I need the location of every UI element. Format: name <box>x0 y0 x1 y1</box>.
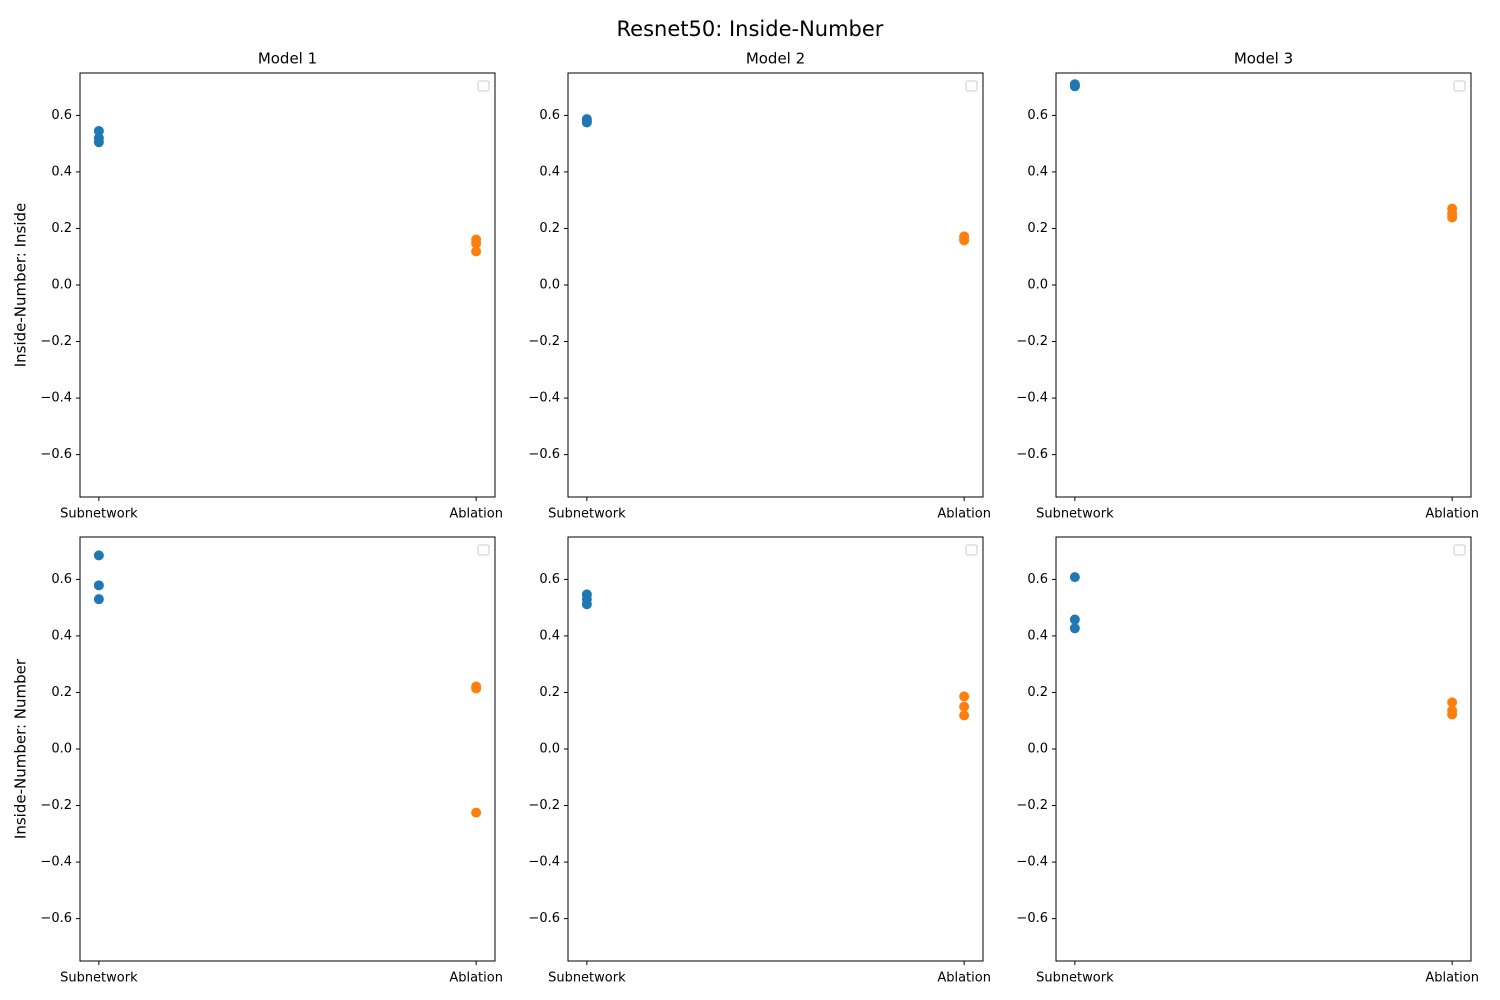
point <box>93 580 104 591</box>
x-tick-label: Ablation <box>449 507 503 522</box>
x-tick-label: Ablation <box>1425 507 1479 522</box>
legend <box>477 80 490 92</box>
y-tick-label: 0.2 <box>51 221 72 236</box>
y-tick-label: 0.4 <box>51 628 72 643</box>
point <box>471 683 482 694</box>
legend <box>1453 80 1466 92</box>
point <box>581 599 592 610</box>
y-tick-label: 0.4 <box>51 164 72 179</box>
y-tick-label: −0.2 <box>528 798 560 813</box>
point <box>1069 614 1080 625</box>
point <box>1069 81 1080 92</box>
point <box>93 550 104 561</box>
y-tick-label: −0.6 <box>1016 447 1048 462</box>
point <box>471 807 482 818</box>
y-tick-label: −0.2 <box>528 334 560 349</box>
point <box>93 137 104 148</box>
plot-frame <box>79 72 496 498</box>
y-tick-label: −0.2 <box>40 798 72 813</box>
point <box>1447 697 1458 708</box>
legend <box>1453 544 1466 556</box>
y-tick-label: 0.6 <box>51 108 72 123</box>
subplot-title: Model 1 <box>258 50 317 68</box>
point <box>471 246 482 257</box>
x-tick-label: Subnetwork <box>548 507 626 522</box>
y-tick-label: 0.4 <box>539 628 560 643</box>
legend <box>965 80 978 92</box>
x-tick-label: Subnetwork <box>1036 507 1114 522</box>
point <box>1447 212 1458 223</box>
x-tick-label: Subnetwork <box>548 971 626 986</box>
plot-frame <box>1055 536 1472 962</box>
y-tick-label: −0.2 <box>1016 798 1048 813</box>
y-tick-label: 0.2 <box>1027 221 1048 236</box>
point <box>959 691 970 702</box>
y-axis-label: Inside-Number: Number <box>12 658 30 839</box>
point <box>471 238 482 249</box>
y-tick-label: 0.2 <box>51 685 72 700</box>
plot-frame <box>1055 72 1472 498</box>
y-tick-label: −0.4 <box>40 391 72 406</box>
y-tick-label: −0.6 <box>40 447 72 462</box>
y-tick-label: 0.2 <box>1027 685 1048 700</box>
plot-frame <box>567 536 984 962</box>
point <box>1069 623 1080 634</box>
y-tick-label: 0.6 <box>51 572 72 587</box>
x-tick-label: Ablation <box>937 971 991 986</box>
y-tick-label: −0.6 <box>528 447 560 462</box>
point <box>1069 572 1080 583</box>
x-tick-label: Subnetwork <box>60 971 138 986</box>
x-tick-label: Subnetwork <box>1036 971 1114 986</box>
plot-frame <box>567 72 984 498</box>
y-tick-label: 0.4 <box>1027 164 1048 179</box>
legend <box>965 544 978 556</box>
y-tick-label: 0.2 <box>539 685 560 700</box>
y-tick-label: −0.6 <box>1016 911 1048 926</box>
y-tick-label: 0.6 <box>539 572 560 587</box>
y-tick-label: 0.6 <box>1027 572 1048 587</box>
x-tick-label: Subnetwork <box>60 507 138 522</box>
y-tick-label: 0.0 <box>1027 278 1048 293</box>
legend <box>477 544 490 556</box>
x-tick-label: Ablation <box>449 971 503 986</box>
y-tick-label: 0.4 <box>1027 628 1048 643</box>
x-tick-label: Ablation <box>937 507 991 522</box>
y-tick-label: −0.4 <box>528 391 560 406</box>
y-tick-label: −0.2 <box>40 334 72 349</box>
y-tick-label: −0.6 <box>40 911 72 926</box>
point <box>959 710 970 721</box>
point <box>959 235 970 246</box>
y-tick-label: 0.0 <box>51 278 72 293</box>
y-tick-label: 0.0 <box>1027 742 1048 757</box>
y-tick-label: −0.4 <box>1016 855 1048 870</box>
y-tick-label: 0.4 <box>539 164 560 179</box>
plot-frame <box>79 536 496 962</box>
x-tick-label: Ablation <box>1425 971 1479 986</box>
y-tick-label: −0.6 <box>528 911 560 926</box>
y-tick-label: 0.2 <box>539 221 560 236</box>
figure-title: Resnet50: Inside-Number <box>617 17 884 41</box>
point <box>581 117 592 128</box>
point <box>93 125 104 136</box>
y-tick-label: −0.4 <box>1016 391 1048 406</box>
y-tick-label: −0.2 <box>1016 334 1048 349</box>
y-tick-label: 0.6 <box>1027 108 1048 123</box>
subplot-title: Model 3 <box>1234 50 1293 68</box>
subplot-title: Model 2 <box>746 50 805 68</box>
y-tick-label: 0.0 <box>539 742 560 757</box>
y-axis-label: Inside-Number: Inside <box>12 203 30 368</box>
y-tick-label: 0.6 <box>539 108 560 123</box>
y-tick-label: 0.0 <box>539 278 560 293</box>
y-tick-label: 0.0 <box>51 742 72 757</box>
y-tick-label: −0.4 <box>528 855 560 870</box>
y-tick-label: −0.4 <box>40 855 72 870</box>
point <box>1447 709 1458 720</box>
point <box>959 701 970 712</box>
point <box>93 594 104 605</box>
